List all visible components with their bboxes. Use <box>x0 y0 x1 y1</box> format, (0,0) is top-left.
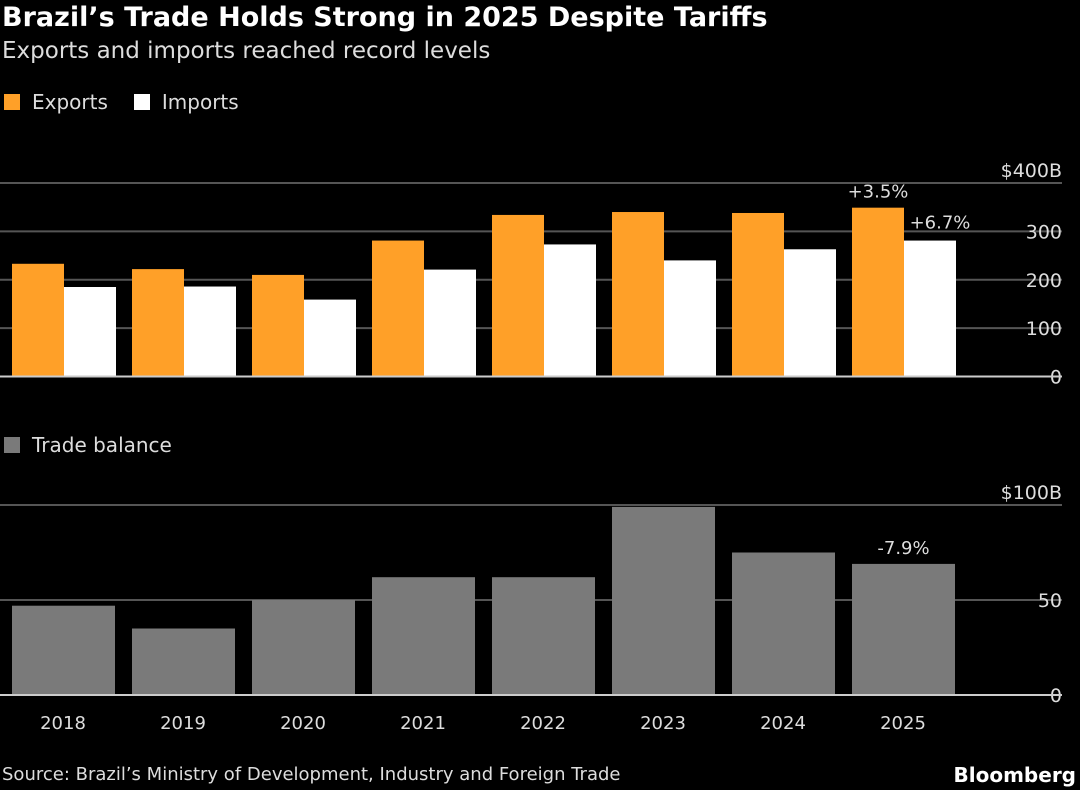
x-tick-label: 2019 <box>160 713 206 734</box>
x-tick-label: 2020 <box>280 713 326 734</box>
x-tick-label: 2023 <box>640 713 686 734</box>
x-tick-label: 2021 <box>400 713 446 734</box>
bar-trade-balance-2020 <box>252 600 355 695</box>
bar-imports-2022 <box>544 244 596 377</box>
bar-exports-2024 <box>732 212 784 377</box>
legend-trade-balance: Trade balance <box>32 433 172 457</box>
y-tick-label: $400B <box>1001 160 1062 182</box>
bar-imports-2025 <box>904 240 956 377</box>
bar-imports-2023 <box>664 260 716 377</box>
bar-exports-2018 <box>12 263 64 377</box>
bar-trade-balance-2025 <box>852 563 955 695</box>
data-label: -7.9% <box>877 538 929 559</box>
bar-trade-balance-2019 <box>132 628 235 695</box>
bar-exports-2021 <box>372 240 424 377</box>
chart-title: Brazil’s Trade Holds Strong in 2025 Desp… <box>2 2 768 33</box>
bar-imports-2018 <box>64 287 116 377</box>
legend-bottom: Trade balance <box>4 433 172 457</box>
bar-trade-balance-2023 <box>612 506 715 695</box>
bar-trade-balance-2022 <box>492 577 595 695</box>
bar-imports-2020 <box>304 299 356 377</box>
legend-top: Exports Imports <box>4 90 239 114</box>
x-tick-label: 2022 <box>520 713 566 734</box>
x-tick-label: 2025 <box>880 713 926 734</box>
data-label: +3.5% <box>848 182 909 203</box>
y-tick-label: 100 <box>1026 318 1062 340</box>
bar-exports-2020 <box>252 274 304 377</box>
y-tick-label: 300 <box>1026 221 1062 243</box>
bar-trade-balance-2018 <box>12 605 115 695</box>
y-tick-label: $100B <box>1001 482 1062 504</box>
imports-swatch <box>133 94 150 110</box>
bar-imports-2019 <box>184 286 236 377</box>
bar-trade-balance-2021 <box>372 577 475 695</box>
chart-subtitle: Exports and imports reached record level… <box>2 38 491 64</box>
bar-exports-2025 <box>852 207 904 377</box>
exports-swatch <box>4 94 20 110</box>
y-tick-label: 50 <box>1038 590 1062 612</box>
legend-imports: Imports <box>161 90 239 114</box>
bar-imports-2024 <box>784 249 836 377</box>
source-note: Source: Brazil’s Ministry of Development… <box>2 764 621 785</box>
bloomberg-logo: Bloomberg <box>953 763 1076 787</box>
data-label: +6.7% <box>910 213 971 234</box>
bar-imports-2021 <box>424 269 476 377</box>
x-tick-label: 2018 <box>40 713 86 734</box>
bar-exports-2022 <box>492 214 544 377</box>
bar-exports-2019 <box>132 269 184 377</box>
x-tick-label: 2024 <box>760 713 806 734</box>
bar-trade-balance-2024 <box>732 552 835 695</box>
trade-balance-swatch <box>4 437 20 453</box>
legend-exports: Exports <box>32 90 108 114</box>
y-tick-label: 200 <box>1026 270 1062 292</box>
bar-exports-2023 <box>612 212 664 377</box>
